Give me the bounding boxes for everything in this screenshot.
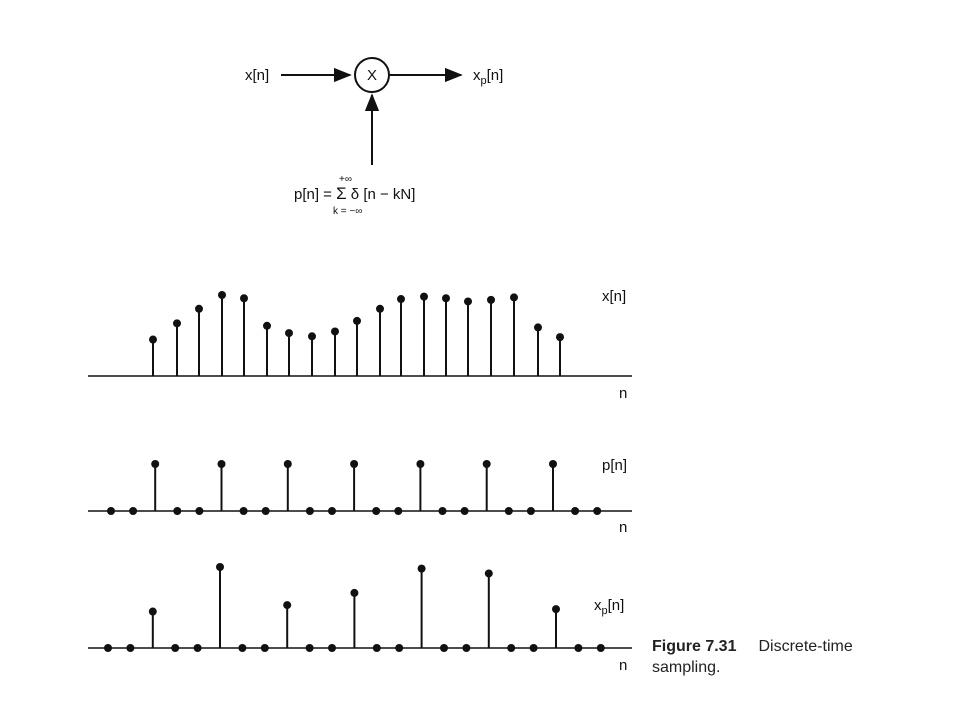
stem-point (438, 507, 447, 515)
stem-point (464, 297, 472, 306)
series-label-xp: xp[n] (594, 597, 624, 617)
stem-point (193, 644, 202, 652)
multiplier-symbol: X (367, 67, 377, 84)
stem-point (507, 644, 516, 652)
stem-point (482, 460, 491, 468)
stem-point (372, 507, 381, 515)
stem-point (416, 460, 425, 468)
stem-point (129, 507, 138, 515)
stem-point (504, 507, 513, 515)
stem-point (305, 507, 314, 515)
stem-point (216, 563, 224, 571)
stem-point (534, 323, 542, 332)
stem-point (218, 291, 226, 299)
stem-point (417, 564, 426, 573)
stem-point (328, 507, 336, 515)
stem-point (395, 644, 404, 652)
stem-point (240, 294, 248, 303)
stem-point (460, 507, 469, 515)
stem-point (126, 644, 135, 652)
stem-plot-xp: xp[n] n (88, 563, 632, 674)
stem-point (353, 316, 361, 325)
stem-point (263, 321, 271, 330)
stem-point (556, 333, 564, 342)
stem-point (107, 507, 115, 515)
stem-point (510, 293, 518, 302)
caption-text: Discrete-time sampling. (652, 638, 853, 676)
stem-point (239, 507, 248, 515)
figure-caption: Figure 7.31 Discrete-time sampling. (652, 636, 912, 678)
stem-point (394, 507, 403, 515)
stem-point (195, 507, 204, 515)
stem-point (574, 644, 583, 652)
sum-formula: p[n] = Σ δ [n − kN] (294, 184, 415, 203)
stem-plot-x: x[n] n (88, 288, 632, 402)
stem-point (283, 460, 292, 468)
stem-point (549, 460, 557, 468)
stem-point (173, 319, 181, 328)
input-label: x[n] (245, 67, 269, 84)
figure-number: Figure 7.31 (652, 638, 737, 655)
stem-point (526, 507, 535, 515)
stem-point (261, 507, 270, 515)
axis-label-n: n (619, 519, 627, 536)
stem-point (328, 644, 336, 652)
axis-label-n: n (619, 657, 627, 674)
series-label-p: p[n] (602, 457, 627, 474)
stem-point (104, 644, 112, 652)
stem-point (195, 304, 203, 313)
block-diagram: x[n] X xp[n] +∞ p[n] = Σ δ [n − kN] k = … (245, 57, 503, 217)
sum-upper-limit: +∞ (339, 174, 352, 185)
stem-point (171, 644, 180, 652)
stem-point (173, 507, 182, 515)
stem-point (376, 304, 384, 313)
stem-point (487, 295, 495, 304)
stem-point (593, 507, 602, 515)
stem-point (308, 332, 316, 341)
stem-point (217, 460, 226, 468)
stem-point (285, 329, 293, 338)
stem-point (260, 644, 269, 652)
stem-point (529, 644, 538, 652)
sum-lower-limit: k = −∞ (333, 206, 362, 217)
stem-point (149, 335, 157, 344)
stem-point (442, 294, 450, 303)
stem-point (350, 588, 359, 597)
stem-point (283, 601, 292, 610)
stem-point (571, 507, 580, 515)
stem-point (305, 644, 314, 652)
stem-plot-p: p[n] n (88, 457, 632, 536)
stem-point (596, 644, 605, 652)
stem-point (397, 295, 405, 304)
stem-point (420, 292, 428, 301)
stem-point (151, 460, 160, 468)
stem-point (484, 569, 493, 578)
output-label: xp[n] (473, 67, 503, 87)
series-label-x: x[n] (602, 288, 626, 305)
stem-point (440, 644, 448, 652)
stem-point (350, 460, 359, 468)
stem-point (331, 327, 339, 336)
axis-label-n: n (619, 385, 627, 402)
stem-point (372, 644, 381, 652)
stem-point (462, 644, 471, 652)
stem-point (552, 605, 560, 614)
stem-point (148, 607, 157, 616)
stem-point (238, 644, 247, 652)
